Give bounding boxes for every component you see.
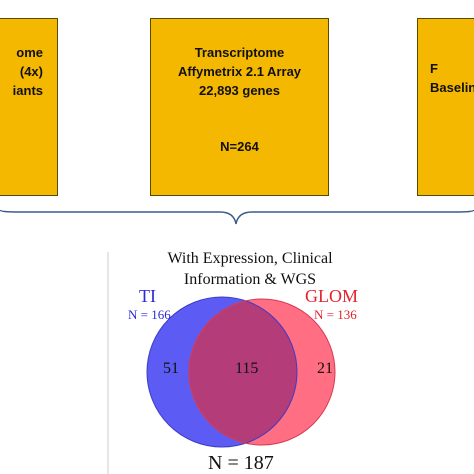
box-center-n: N=264 [220, 139, 259, 154]
region-overlap-count: 115 [235, 360, 259, 377]
venn-circle-glom-outline [188, 298, 336, 446]
venn-title: With Expression, Clinical Information & … [100, 248, 400, 290]
total-count: N = 187 [208, 452, 274, 474]
box-genomics: ome (4x) iants [0, 18, 58, 196]
region-glom-only-count: 21 [317, 360, 333, 377]
grouping-brace [0, 209, 474, 225]
region-ti-only-count: 51 [163, 360, 179, 377]
box-left-line-3: iants [12, 83, 43, 98]
venn-overlap [189, 299, 297, 445]
venn-title-line-1: With Expression, Clinical [167, 250, 333, 267]
box-center-line-3: 22,893 genes [199, 83, 280, 98]
venn-title-line-2: Information & WGS [183, 271, 317, 288]
set-label-ti: TI [139, 286, 156, 306]
box-center-line-1: Transcriptome [194, 45, 285, 60]
box-right-line-1: F [430, 61, 438, 76]
box-left-line-2: (4x) [19, 64, 43, 79]
box-right-line-2: Baselin [430, 80, 474, 95]
set-label-glom: GLOM [305, 286, 358, 306]
set-count-ti: N = 166 [128, 307, 171, 322]
box-left-line-1: ome [16, 45, 43, 60]
box-transcriptome: Transcriptome Affymetrix 2.1 Array 22,89… [150, 18, 329, 196]
box-baseline: F Baselin [417, 18, 474, 196]
box-center-line-2: Affymetrix 2.1 Array [177, 64, 302, 79]
set-count-glom: N = 136 [314, 307, 357, 322]
venn-circle-ti-outline [146, 296, 298, 448]
